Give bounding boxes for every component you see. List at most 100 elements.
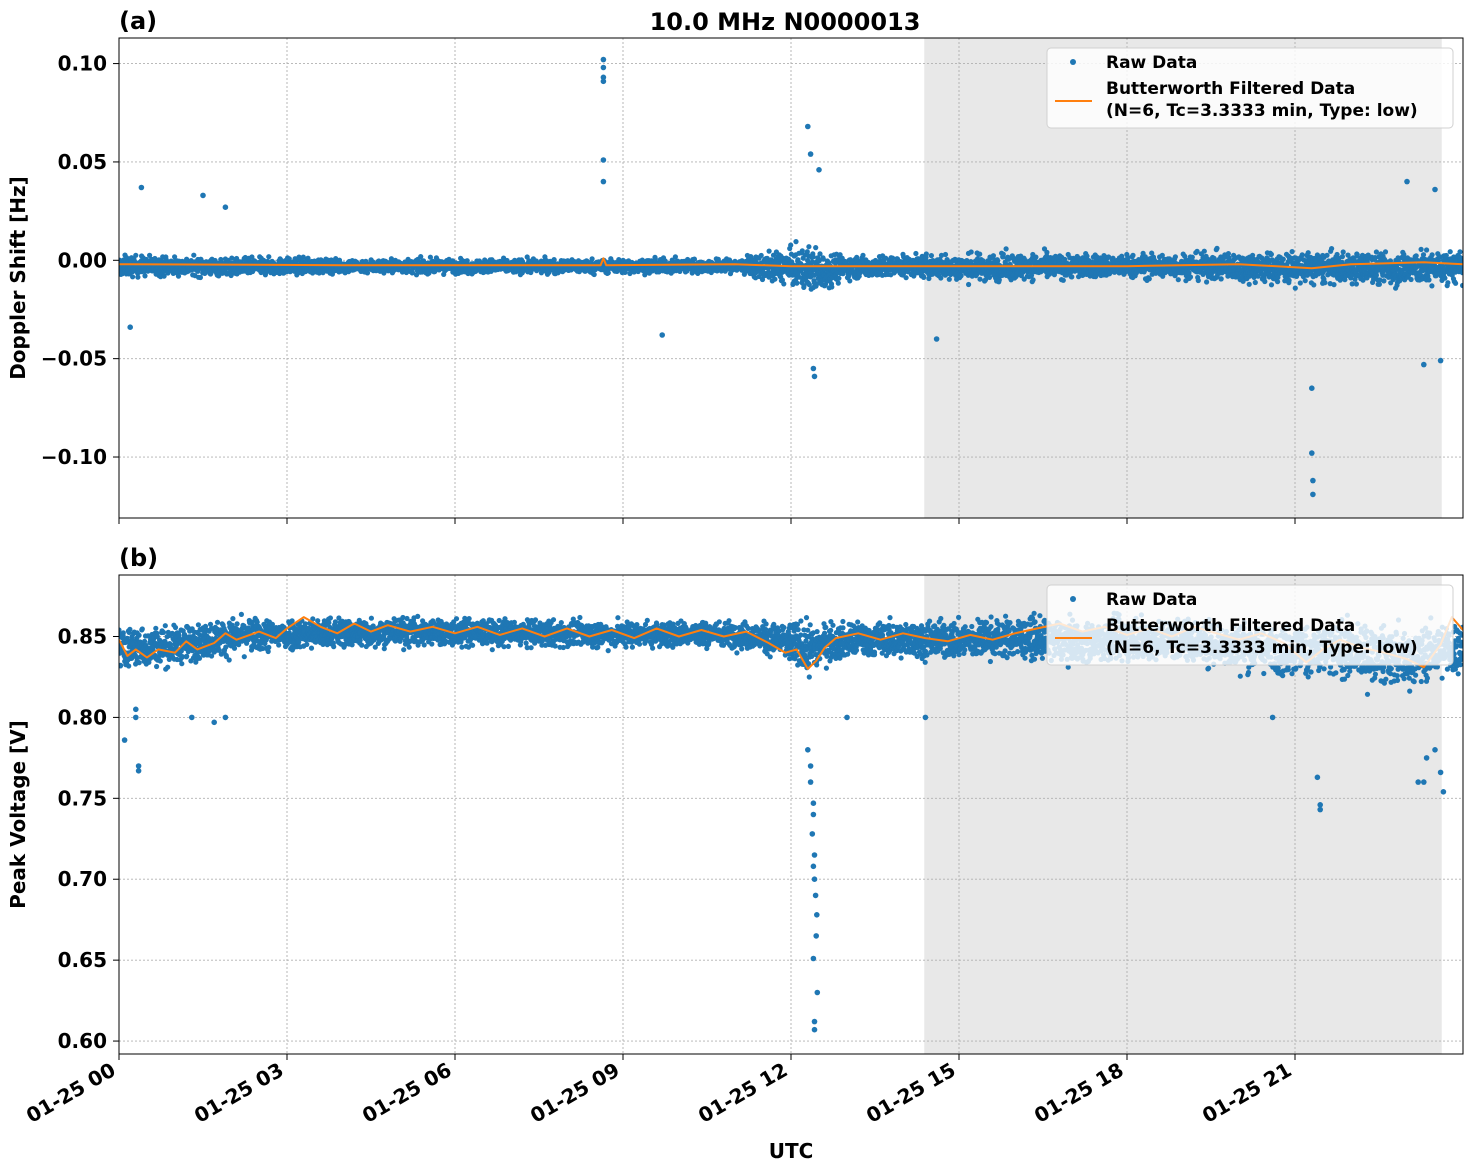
raw-data-point [1125,254,1131,260]
raw-data-point [589,256,595,262]
raw-data-point [806,282,812,288]
raw-data-point [1299,252,1305,258]
raw-data-point [1076,274,1082,280]
raw-data-point [1322,280,1328,286]
raw-data-point [1146,276,1152,282]
raw-data-point [1028,272,1035,278]
raw-data-point [175,273,182,279]
raw-data-point [1292,285,1298,291]
raw-data-point [1240,278,1246,284]
raw-data-point [1329,246,1335,252]
raw-data-point [938,252,945,258]
raw-data-point [829,284,835,290]
raw-data-point [1354,252,1360,258]
raw-data-point [946,276,952,282]
raw-data-point [1311,282,1317,288]
raw-data-point [995,258,1001,264]
raw-data-point [1160,273,1166,279]
raw-data-point [759,276,766,283]
raw-data-point [627,270,633,277]
raw-data-point [1003,246,1009,252]
raw-data-point [1187,274,1194,280]
raw-data-point [977,251,983,257]
raw-data-point [1194,248,1200,254]
raw-data-point [816,257,823,264]
raw-data-point [801,283,807,289]
raw-data-point [799,248,805,254]
raw-data-point [1294,273,1300,279]
raw-data-point [1340,249,1346,255]
raw-data-point [1222,254,1228,260]
raw-data-point [364,270,371,276]
raw-data-point [249,254,255,260]
raw-data-point [847,278,853,284]
raw-data-point [1297,280,1303,286]
raw-data-point [913,250,919,257]
raw-data-point [1084,253,1090,259]
raw-data-point [409,270,415,276]
raw-data-point [1204,279,1210,285]
raw-data-point [1225,251,1231,257]
raw-data-point [133,252,139,258]
raw-data-point [652,256,658,262]
raw-data-point [1373,249,1379,255]
raw-data-point [968,249,974,255]
raw-data-point [1211,255,1217,261]
raw-data-point [427,254,433,260]
raw-data-point [793,239,799,245]
raw-data-point [966,281,972,288]
raw-data-point [781,281,787,287]
raw-data-point [300,254,306,260]
raw-data-point [147,252,153,258]
raw-data-point [1292,268,1298,274]
raw-data-point [1280,256,1286,262]
raw-data-point [835,280,841,286]
raw-data-point [152,255,158,262]
raw-data-point [836,275,842,281]
raw-data-point [903,275,909,281]
raw-data-point [1353,281,1359,287]
raw-data-point [691,256,698,262]
raw-data-point [1218,276,1224,282]
raw-data-point [464,258,470,264]
raw-data-point [1349,281,1355,287]
raw-data-point [266,254,272,260]
raw-data-point [806,244,812,250]
raw-data-point [1331,282,1337,288]
raw-data-point [958,273,964,279]
raw-data-point [1268,282,1275,288]
raw-data-point [662,258,668,264]
raw-data-point [1175,277,1181,283]
raw-data-point [197,274,203,281]
raw-data-point [278,257,284,263]
raw-data-point [772,276,778,282]
raw-data-point [591,271,597,278]
raw-data-point [1376,281,1382,287]
raw-data-point [1159,252,1165,258]
raw-data-point [977,276,983,282]
raw-data-point [999,272,1006,278]
raw-data-point [968,259,974,265]
raw-data-point [779,277,786,283]
raw-data-point [1189,254,1195,260]
raw-data-point [810,254,816,260]
raw-data-point [1062,256,1068,262]
raw-data-point [191,252,197,258]
raw-data-point [840,271,846,277]
raw-data-point [1252,279,1258,286]
panel-a: 0.100.050.00−0.05−0.10(a)Doppler Shift [… [6,7,1464,524]
raw-data-point [1214,245,1220,251]
raw-data-point [921,274,927,280]
raw-data-point [1275,279,1281,285]
raw-data-point [766,248,772,254]
raw-data-point [1401,251,1407,258]
raw-data-point [135,274,141,280]
raw-data-point [130,274,136,280]
raw-data-point [1195,277,1201,284]
raw-data-point [1381,278,1387,284]
raw-data-point [758,252,764,259]
raw-data-point [672,254,679,260]
raw-data-point [1130,252,1136,258]
raw-data-point [963,268,969,274]
